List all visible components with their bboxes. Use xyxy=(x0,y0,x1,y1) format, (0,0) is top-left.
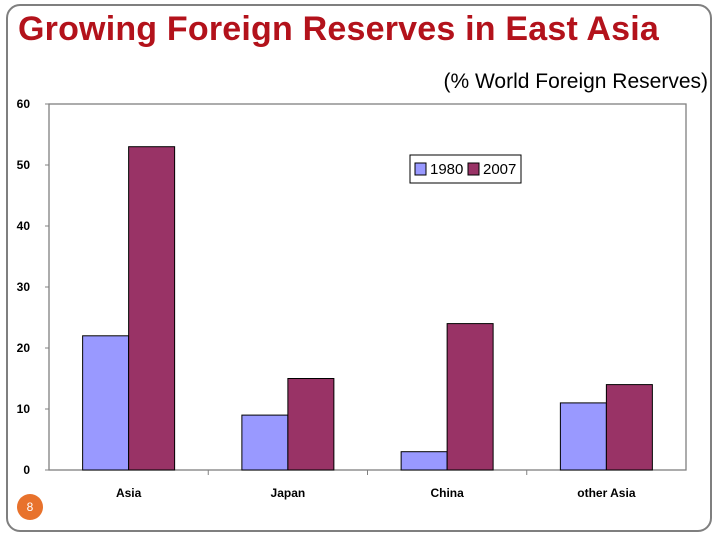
y-tick-label: 50 xyxy=(17,158,31,172)
y-tick-label: 10 xyxy=(17,402,31,416)
y-tick-label: 30 xyxy=(17,280,31,294)
chart-subtitle: (% World Foreign Reserves) xyxy=(443,70,708,93)
x-category-label: China xyxy=(430,486,464,500)
bar-1980-japan xyxy=(241,414,289,471)
bar-2007-asia xyxy=(128,146,176,471)
bar-2007-other-asia xyxy=(605,384,653,471)
bar-1980-asia xyxy=(82,335,130,471)
legend: 1980 2007 xyxy=(409,154,522,184)
y-tick-label: 60 xyxy=(17,97,31,111)
bar-1980-china xyxy=(400,451,448,471)
x-category-label: other Asia xyxy=(577,486,636,500)
x-category-label: Asia xyxy=(116,486,142,500)
legend-swatch-2007 xyxy=(467,162,480,176)
legend-swatch-1980 xyxy=(414,162,427,176)
y-tick-label: 20 xyxy=(17,341,31,355)
axes-group: 0 10 20 30 40 50 60 Asia Japan China other Asia xyxy=(17,97,636,500)
slide-title: Growing Foreign Reserves in East Asia xyxy=(18,10,659,48)
bar-2007-japan xyxy=(287,378,335,471)
legend-label-2007: 2007 xyxy=(483,161,516,178)
bars-group xyxy=(82,146,653,471)
y-tick-label: 0 xyxy=(23,463,30,477)
bar-1980-other-asia xyxy=(559,402,607,471)
legend-box xyxy=(409,154,522,184)
x-category-label: Japan xyxy=(271,486,306,500)
page-number-badge: 8 xyxy=(17,494,43,520)
legend-label-1980: 1980 xyxy=(430,161,463,178)
bar-2007-china xyxy=(446,323,494,471)
y-tick-label: 40 xyxy=(17,219,31,233)
